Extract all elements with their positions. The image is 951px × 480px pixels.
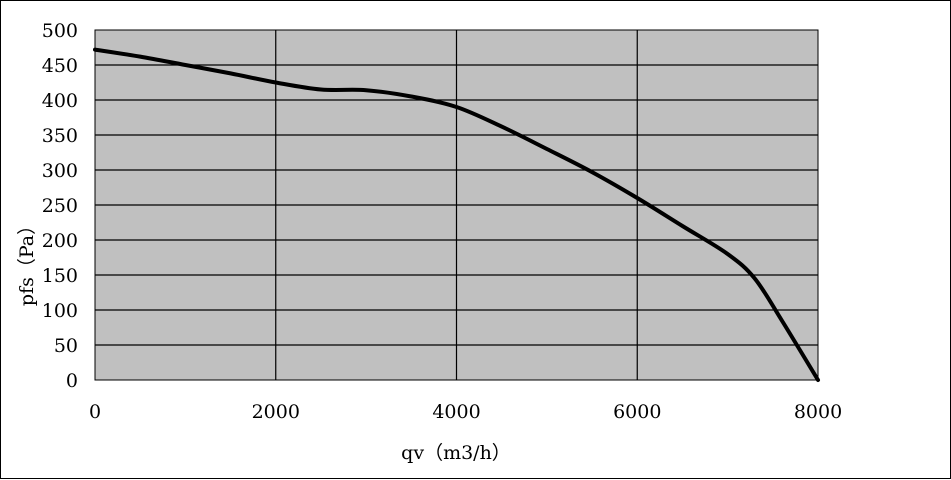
- x-tick-label: 2000: [252, 401, 300, 423]
- y-tick-label: 150: [42, 265, 78, 287]
- y-axis-tick-labels: 0 50 100 150 200 250 300 350 400 450 500: [42, 20, 78, 392]
- y-tick-label: 100: [42, 300, 78, 322]
- x-tick-label: 0: [89, 401, 101, 423]
- y-tick-label: 450: [42, 55, 78, 77]
- series-group: [93, 47, 820, 382]
- y-tick-label: 50: [54, 335, 78, 357]
- series-line-0: [93, 47, 820, 382]
- y-tick-label: 500: [42, 20, 78, 42]
- y-tick-label: 350: [42, 125, 78, 147]
- x-axis-label: qv（m3/h）: [401, 442, 511, 464]
- y-tick-label: 400: [42, 90, 78, 112]
- y-tick-label: 200: [42, 230, 78, 252]
- y-axis-label: pfs（Pa）: [16, 216, 38, 306]
- y-tick-label: 300: [42, 160, 78, 182]
- y-tick-label: 250: [42, 195, 78, 217]
- y-tick-label: 0: [66, 370, 78, 392]
- x-tick-label: 6000: [613, 401, 661, 423]
- grid-lines: [95, 30, 818, 380]
- x-axis-tick-labels: 0 2000 4000 6000 8000: [89, 401, 842, 423]
- x-tick-label: 4000: [432, 401, 480, 423]
- x-tick-label: 8000: [794, 401, 842, 423]
